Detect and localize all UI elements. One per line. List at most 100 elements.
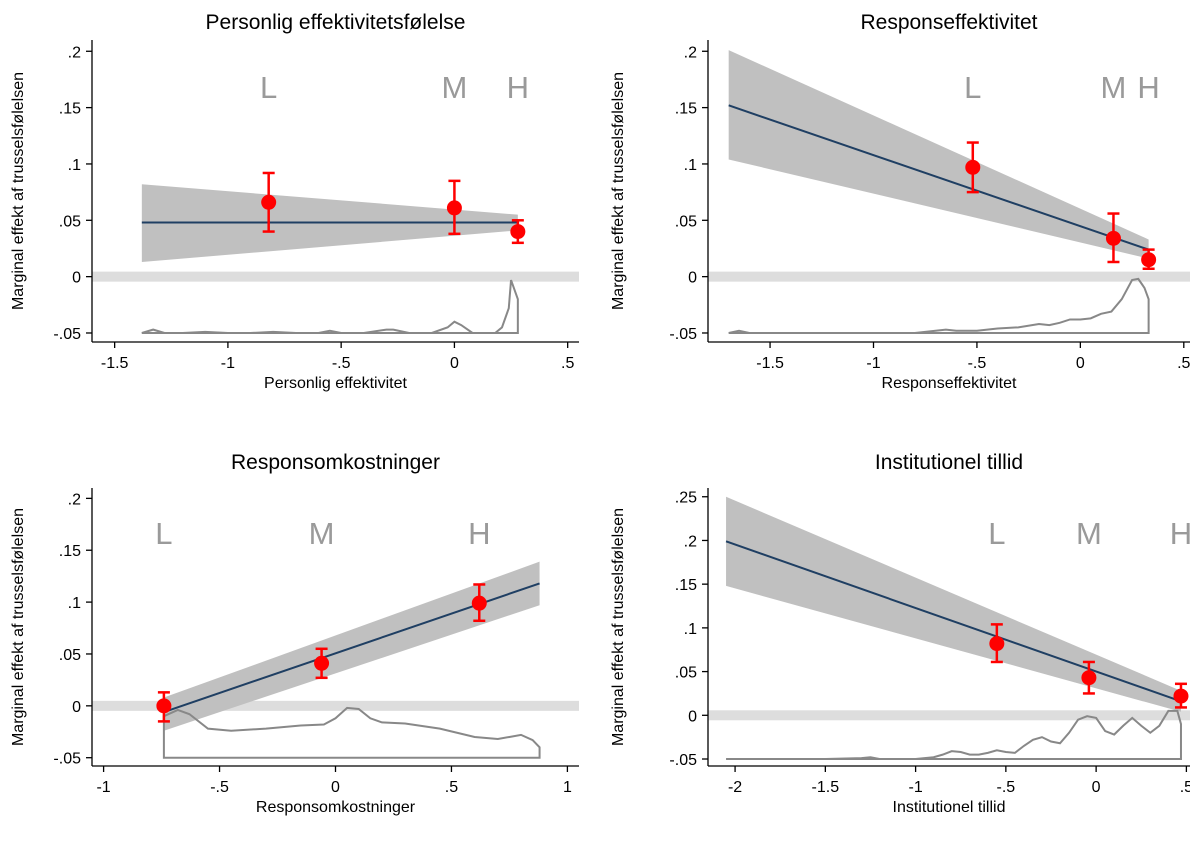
y-tick-label: .15 [59,543,81,560]
y-tick-label: -.05 [53,326,81,343]
x-tick-label: 0 [1092,779,1101,796]
chart-title: Responsomkostninger [231,451,440,474]
chart-panel-1: Personlig effektivitetsfølelse L M H -.05 0 .0… [0,0,590,410]
y-tick-label: 0 [72,699,81,716]
x-axis-label: Institutionel tillid [893,799,1006,816]
y-tick-label: -.05 [53,751,81,768]
y-tick-label: .2 [68,44,81,61]
y-axis-label: Marginal effekt af trusselsfølelsen [610,508,627,746]
x-axis-label: Responsomkostninger [256,799,416,816]
y-tick-label: .1 [684,157,697,174]
level-marker-L: L [155,516,172,551]
point-marker [314,656,329,671]
y-tick-label: 0 [688,708,697,725]
x-tick-label: .5 [561,355,574,372]
x-tick-label: -1 [866,355,880,372]
y-tick-label: .05 [675,665,697,682]
point-marker [1106,231,1121,246]
zero-reference-band [708,272,1190,282]
marginal-effect-line [729,105,1149,249]
x-tick-label: -.5 [210,779,229,796]
data-point-M [1106,214,1121,262]
zero-reference-band [92,272,579,282]
y-tick-label: 0 [72,270,81,287]
level-marker-M: M [1101,70,1127,105]
y-tick-label: .1 [684,621,697,638]
x-tick-label: .5 [1177,355,1190,372]
x-tick-label: 0 [450,355,459,372]
chart-svg: Responsomkostninger L M H -.05 0 .05 .1 .15 .2 -1 -… [0,440,590,850]
x-tick-label: -.5 [997,779,1016,796]
y-tick-label: .15 [675,101,697,118]
x-tick-label: 0 [1076,355,1085,372]
chart-panel-2: Responseffektivitet L M H -.05 0 .05 .1 .15 .2 -1.… [600,0,1190,410]
x-axis-label: Responseffektivitet [882,375,1017,392]
y-axis-label: Marginal effekt af trusselsfølelsen [10,508,27,746]
x-tick-label: -1 [908,779,922,796]
level-marker-L: L [260,70,277,105]
x-tick-label: -.5 [968,355,987,372]
chart-svg: Institutionel tillid L M H -.05 0 .05 .1 .15 .2 .2… [600,440,1190,850]
y-tick-label: 0 [688,270,697,287]
y-tick-label: -.05 [669,752,697,769]
x-tick-label: -1.5 [101,355,129,372]
y-tick-label: -.05 [669,326,697,343]
point-marker [1173,689,1188,704]
point-marker [510,224,525,239]
level-marker-H: H [1170,516,1190,551]
x-tick-label: -1.5 [812,779,840,796]
y-axis-label: Marginal effekt af trusselsfølelsen [10,72,27,310]
point-marker [1141,252,1156,267]
level-marker-H: H [1137,70,1159,105]
chart-panel-3: Responsomkostninger L M H -.05 0.05.1.15.2 -1-… [0,440,590,850]
y-axis-label: Marginal effekt af trusselsfølelsen [610,72,627,310]
y-tick-label: .2 [684,533,697,550]
y-tick-label: .05 [675,213,697,230]
x-tick-label: -.5 [332,355,351,372]
chart-panel-4: Institutionel tillid L M H -.05 0 .05 .1 .15 .2 .2… [600,440,1190,850]
level-marker-M: M [1076,516,1102,551]
x-axis-label: Personlig effektivitet [264,375,407,392]
y-tick-label: .15 [59,101,81,118]
point-marker [472,596,487,611]
chart-title: Personlig effektivitetsfølelse [206,11,466,34]
point-marker [1081,670,1096,685]
point-marker [965,160,980,175]
chart-title: Institutionel tillid [875,451,1023,474]
level-marker-L: L [964,70,981,105]
point-marker [261,195,276,210]
x-tick-label: -1 [221,355,235,372]
point-marker [156,698,171,713]
level-marker-H: H [468,516,490,551]
y-tick-label: .2 [684,44,697,61]
confidence-band [726,497,1181,712]
y-tick-label: .2 [68,491,81,508]
marginal-effect-line [726,541,1181,701]
x-tick-label: .5 [1180,779,1190,796]
x-tick-label: 0 [331,779,340,796]
y-tick-label: .05 [59,213,81,230]
chart-svg: Responseffektivitet L M H -.05 0 .05 .1 .15 .2 -1.… [600,0,1190,410]
x-tick-label: 1 [563,779,572,796]
x-tick-label: -1.5 [756,355,784,372]
y-tick-label: .1 [68,595,81,612]
density-curve [729,279,1149,333]
level-marker-M: M [442,70,468,105]
y-tick-label: .1 [68,157,81,174]
x-tick-label: .5 [445,779,458,796]
y-tick-label: .25 [675,490,697,507]
chart-title: Responseffektivitet [860,11,1037,34]
point-marker [447,200,462,215]
density-curve [142,280,518,333]
level-marker-M: M [309,516,335,551]
y-tick-label: .15 [675,577,697,594]
x-tick-label: -2 [728,779,742,796]
y-tick-label: .05 [59,647,81,664]
level-marker-H: H [507,70,529,105]
level-marker-L: L [988,516,1005,551]
chart-svg: Personlig effektivitetsfølelse L M H -.05 0 .0… [0,0,590,410]
point-marker [989,636,1004,651]
density-curve [164,708,540,758]
zero-reference-band [708,710,1190,720]
